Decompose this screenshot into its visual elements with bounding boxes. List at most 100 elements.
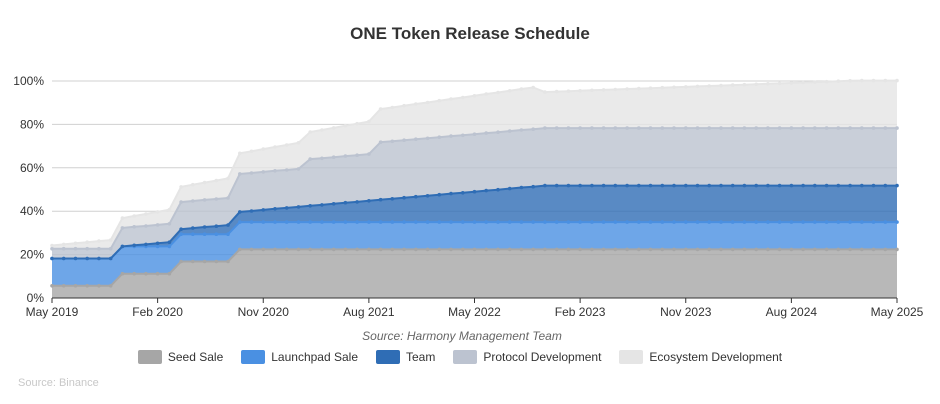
series-point xyxy=(97,239,101,243)
series-point xyxy=(601,88,606,92)
series-point xyxy=(61,284,66,288)
series-point xyxy=(531,220,535,224)
series-point xyxy=(179,227,183,231)
series-point xyxy=(496,90,500,95)
series-point xyxy=(684,85,688,89)
series-point xyxy=(367,199,371,203)
series-point xyxy=(308,157,313,161)
series-point xyxy=(97,246,101,251)
series-point xyxy=(860,78,864,83)
series-point xyxy=(50,284,54,288)
series-point xyxy=(61,242,66,247)
series-point xyxy=(167,207,172,212)
series-point xyxy=(437,98,442,103)
series-point xyxy=(437,247,442,252)
series-point xyxy=(167,244,172,249)
series-point xyxy=(179,185,183,189)
series-point xyxy=(590,88,594,93)
series-point xyxy=(824,220,829,224)
series-point xyxy=(519,220,524,224)
legend-item-protocol-development[interactable]: Protocol Development xyxy=(453,350,601,364)
footer-source: Source: Binance xyxy=(18,377,99,389)
series-point xyxy=(296,167,301,171)
series-point xyxy=(883,183,888,188)
series-point xyxy=(155,271,160,276)
series-point xyxy=(167,271,172,276)
series-point xyxy=(848,220,852,224)
series-point xyxy=(754,220,758,224)
series-point xyxy=(871,183,876,188)
series-point xyxy=(461,191,465,195)
series-point xyxy=(331,155,336,159)
series-area xyxy=(52,128,897,259)
series-point xyxy=(660,247,665,252)
series-point xyxy=(320,247,324,252)
series-point xyxy=(425,247,430,252)
series-point xyxy=(214,232,219,236)
series-point xyxy=(554,220,559,224)
series-point xyxy=(144,224,148,228)
legend-item-team[interactable]: Team xyxy=(376,350,435,364)
legend-swatch xyxy=(137,350,162,364)
series-point xyxy=(238,247,242,252)
series-point xyxy=(883,126,888,130)
series-point xyxy=(331,220,336,224)
series-point xyxy=(155,223,160,227)
series-point xyxy=(766,82,770,86)
series-point xyxy=(801,247,805,252)
series-point xyxy=(378,140,383,144)
series-point xyxy=(378,107,383,111)
series-point xyxy=(824,79,829,84)
series-point xyxy=(273,169,277,173)
series-point xyxy=(613,183,618,188)
series-point xyxy=(238,220,242,224)
legend-item-seed-sale[interactable]: Seed Sale xyxy=(137,350,223,364)
series-point xyxy=(484,220,489,224)
series-point xyxy=(684,247,688,252)
series-point xyxy=(719,183,723,188)
series-point xyxy=(707,183,711,188)
series-point xyxy=(249,247,254,252)
series-point xyxy=(378,197,383,202)
series-point xyxy=(766,126,770,130)
legend-item-launchpad-sale[interactable]: Launchpad Sale xyxy=(241,350,358,364)
series-point xyxy=(895,183,899,188)
series-point xyxy=(425,194,430,198)
series-point xyxy=(273,247,277,252)
series-point xyxy=(836,126,841,130)
series-point xyxy=(883,247,888,252)
series-point xyxy=(742,126,747,130)
series-point xyxy=(684,220,688,224)
series-point xyxy=(836,247,841,252)
series-point xyxy=(519,185,524,190)
series-point xyxy=(449,247,453,252)
legend-item-ecosystem-development[interactable]: Ecosystem Development xyxy=(619,350,782,364)
series-point xyxy=(284,206,289,210)
series-point xyxy=(543,183,547,188)
series-point xyxy=(50,243,54,248)
legend-label: Launchpad Sale xyxy=(271,350,358,364)
series-point xyxy=(355,153,359,157)
series-point xyxy=(144,212,148,216)
series-point xyxy=(730,247,735,252)
series-point xyxy=(249,209,254,213)
series-point xyxy=(719,126,723,130)
series-point xyxy=(871,220,876,224)
series-point xyxy=(308,220,313,224)
series-point xyxy=(707,247,711,252)
series-point xyxy=(613,87,618,92)
series-point xyxy=(672,183,676,188)
series-point xyxy=(519,87,524,91)
series-point xyxy=(484,247,489,252)
area-series xyxy=(50,78,899,298)
series-point xyxy=(554,126,559,130)
series-point xyxy=(202,180,207,185)
series-point xyxy=(637,220,641,224)
series-point xyxy=(813,220,817,224)
series-point xyxy=(202,225,207,229)
series-point xyxy=(97,256,101,261)
series-point xyxy=(132,243,136,248)
y-tick-label: 80% xyxy=(20,117,44,131)
series-point xyxy=(144,242,148,247)
series-point xyxy=(296,220,301,224)
